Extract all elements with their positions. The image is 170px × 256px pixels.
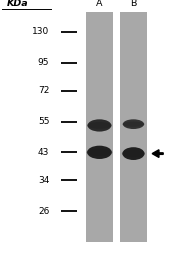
Ellipse shape [87,149,112,156]
Ellipse shape [122,122,145,127]
Ellipse shape [88,119,111,132]
Text: 34: 34 [38,176,49,185]
Ellipse shape [123,119,144,129]
Text: KDa: KDa [7,0,28,8]
Bar [86,12,113,242]
Text: 26: 26 [38,207,49,216]
Text: 55: 55 [38,117,49,126]
Ellipse shape [122,150,145,157]
FancyArrow shape [152,150,163,157]
Text: 72: 72 [38,86,49,95]
Text: A: A [96,0,103,8]
Text: 130: 130 [32,27,49,37]
Ellipse shape [122,147,144,160]
Ellipse shape [87,146,112,159]
Bar [120,12,147,242]
Text: 95: 95 [38,58,49,67]
Text: B: B [130,0,137,8]
Ellipse shape [87,122,112,129]
Text: 43: 43 [38,148,49,157]
